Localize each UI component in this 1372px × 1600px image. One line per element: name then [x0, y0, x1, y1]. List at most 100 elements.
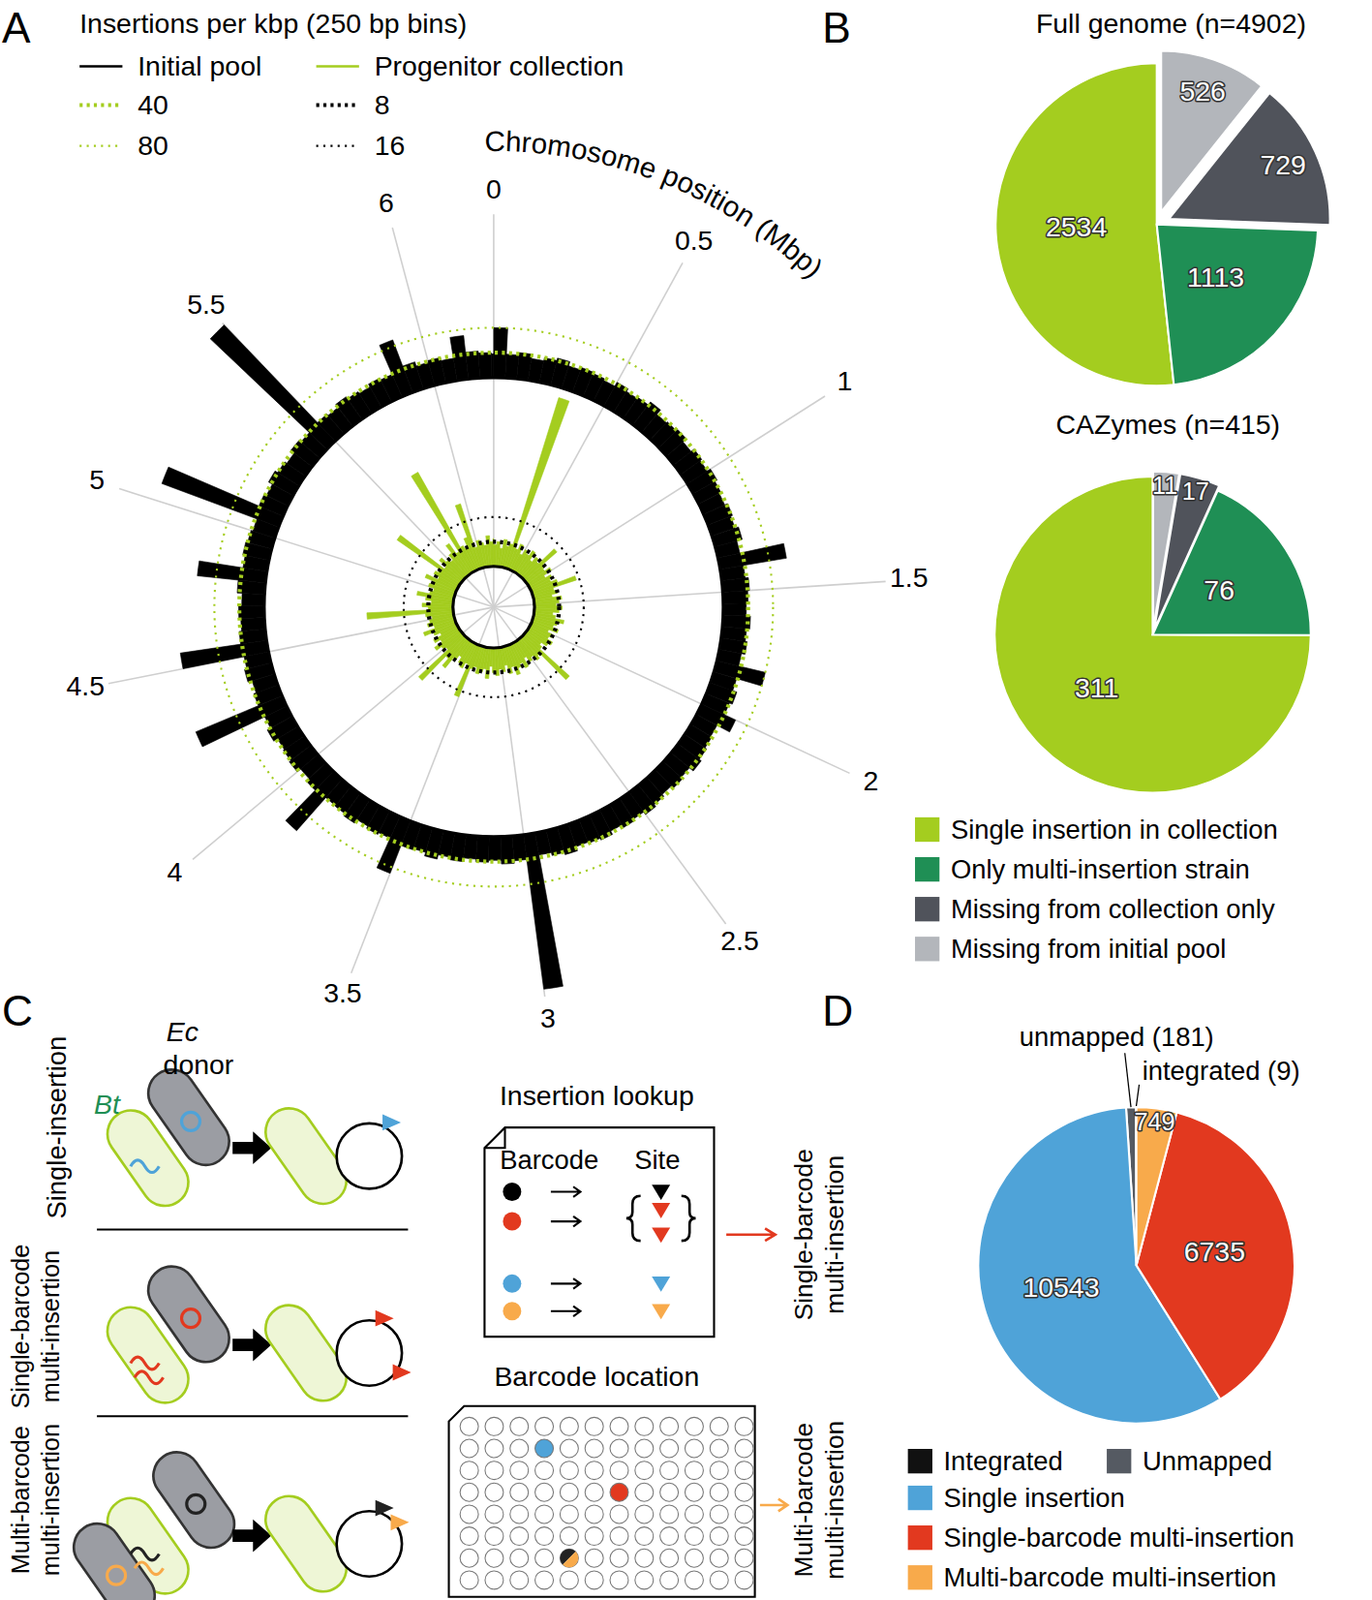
- ring-bar: [241, 617, 266, 632]
- legend-swatch: [914, 817, 940, 842]
- well: [485, 1482, 504, 1501]
- well: [535, 1526, 554, 1546]
- legend-line: [316, 145, 360, 148]
- ring-bar: [475, 835, 489, 862]
- data-label: integrated (9): [1142, 1055, 1301, 1086]
- well: [635, 1570, 654, 1589]
- legend-swatch: [914, 856, 940, 882]
- outcome-label: Single-barcode: [789, 1148, 819, 1320]
- well: [510, 1416, 529, 1435]
- plasmid: [182, 1111, 201, 1130]
- arrow: [550, 1216, 581, 1227]
- well: [510, 1438, 529, 1458]
- legend-label: 80: [137, 129, 169, 161]
- well: [510, 1570, 529, 1589]
- well: [709, 1548, 729, 1567]
- data-label: 1113: [1187, 261, 1245, 293]
- panel-letter: D: [822, 986, 854, 1035]
- tick-label: 2.5: [720, 924, 760, 956]
- well: [609, 1416, 629, 1435]
- grid-spoke: [493, 396, 825, 608]
- document: [484, 1127, 714, 1337]
- ring-bar: [238, 606, 265, 619]
- well: [709, 1461, 729, 1480]
- well: [660, 1438, 679, 1458]
- well: [485, 1416, 504, 1435]
- legend-label: Initial pool: [137, 50, 262, 82]
- well: [609, 1482, 629, 1501]
- data-label: 6735: [1184, 1235, 1246, 1267]
- well: [459, 1461, 479, 1480]
- legend-swatch: [908, 1524, 933, 1550]
- panel-letter: C: [1, 986, 33, 1035]
- ring-bar: [512, 834, 527, 861]
- chromosome: [336, 1123, 402, 1189]
- well: [584, 1438, 604, 1458]
- legend-label: Single insertion: [944, 1482, 1126, 1513]
- row-label: Multi-barcode: [6, 1425, 34, 1574]
- figure-root: ABCD00.511.522.533.544.555.56Chromosome …: [1, 3, 1331, 1600]
- insertion-site: [651, 1202, 671, 1219]
- chromosome: [336, 1319, 402, 1385]
- well: [709, 1570, 729, 1589]
- legend-swatch: [908, 1485, 933, 1510]
- insertion-site: [651, 1303, 671, 1319]
- well: [660, 1548, 679, 1567]
- well: [559, 1526, 579, 1546]
- data-label: 11: [1152, 471, 1178, 499]
- brace: [626, 1195, 697, 1241]
- well: [510, 1548, 529, 1567]
- ring-baseline: [453, 566, 535, 648]
- pie-slice: [1157, 224, 1318, 386]
- data-label: 76: [1203, 574, 1235, 606]
- donor-label: Ec: [166, 1015, 199, 1047]
- well: [459, 1482, 479, 1501]
- legend-label: Only multi-insertion strain: [950, 853, 1251, 885]
- legend-label: Progenitor collection: [374, 50, 625, 82]
- legend-line: [79, 102, 122, 107]
- legend-swatch: [1106, 1448, 1131, 1473]
- well: [635, 1504, 654, 1524]
- well: [734, 1548, 754, 1567]
- well-half: [562, 1551, 582, 1571]
- outcome-label: multi-insertion: [820, 1420, 850, 1580]
- well: [485, 1504, 504, 1524]
- donor-label: donor: [163, 1048, 235, 1080]
- axis-label-path: Chromosome position (Mbp): [484, 124, 829, 284]
- legend-label: Integrated: [944, 1445, 1064, 1476]
- well: [485, 1570, 504, 1589]
- legend: Single insertion in collection Only multi…: [914, 814, 1279, 964]
- ring-baseline: [264, 377, 724, 837]
- ring-series: [366, 397, 577, 698]
- cell: [144, 1442, 244, 1557]
- ring-bar: [455, 503, 482, 569]
- row-label: multi-insertion: [36, 1250, 64, 1403]
- legend-label: 40: [137, 89, 169, 121]
- reference-circle: [427, 541, 559, 672]
- arrow: [726, 1227, 776, 1241]
- well: [709, 1438, 729, 1458]
- data-label: 526: [1179, 75, 1225, 107]
- well: [635, 1548, 654, 1567]
- well: [559, 1438, 579, 1458]
- legend-line: [316, 64, 360, 68]
- ring-bar: [489, 541, 494, 566]
- well: [559, 1416, 579, 1435]
- header: Site: [634, 1144, 680, 1175]
- arrow: [550, 1278, 581, 1289]
- legend-label: Single insertion in collection: [950, 814, 1279, 845]
- legend-label: 8: [374, 89, 391, 121]
- tick-label: 5: [89, 463, 105, 495]
- well: [510, 1461, 529, 1480]
- tick-label: 4.5: [66, 670, 106, 702]
- separator: [96, 1227, 408, 1230]
- well: [635, 1416, 654, 1435]
- well: [660, 1570, 679, 1589]
- well: [684, 1461, 703, 1480]
- callout-line: [1135, 1084, 1139, 1107]
- data-label: 749: [1133, 1107, 1175, 1135]
- well: [559, 1504, 579, 1524]
- ring-bar: [195, 695, 287, 747]
- well: [709, 1482, 729, 1501]
- tick-label: 2: [863, 764, 880, 796]
